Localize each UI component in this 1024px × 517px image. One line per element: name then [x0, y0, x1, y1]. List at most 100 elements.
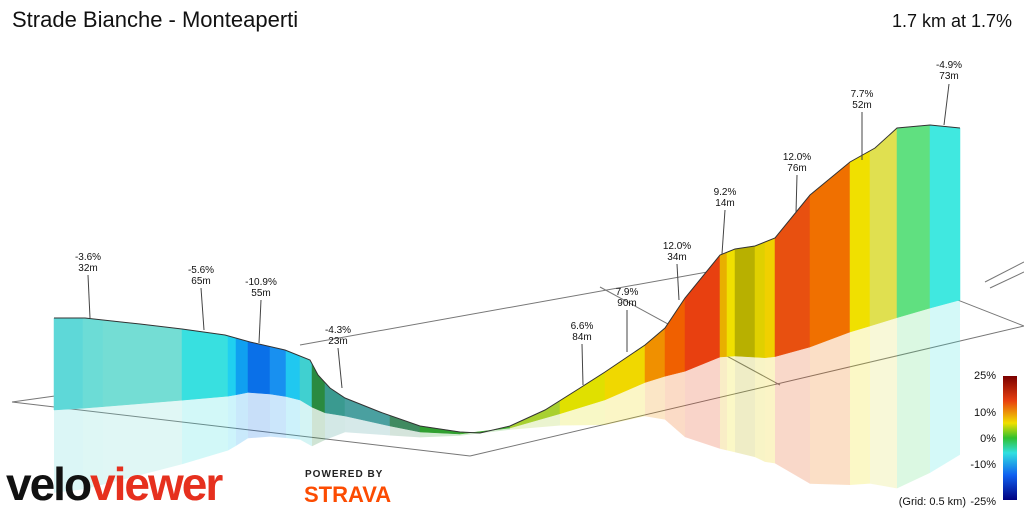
profile-edge [54, 124, 961, 434]
profile-slice [664, 297, 686, 377]
annotation-leader [337, 347, 343, 389]
annotation-leader [795, 174, 798, 214]
annotations: -3.6%32m -5.6%65m -10.9%55m -4.3%23m 6.6%84m… [75, 60, 962, 389]
annotation-leader [200, 287, 205, 331]
powered-by: POWERED BY [305, 469, 383, 480]
profile-slice [719, 251, 728, 358]
annotation-length: 23m [328, 336, 347, 347]
reflection-slice [236, 392, 248, 446]
reflection-slice [300, 400, 312, 447]
annotation-length: 34m [667, 252, 686, 263]
profile-slice [227, 335, 237, 397]
reflection-slice [312, 407, 325, 447]
profile-slice [869, 127, 898, 327]
profile-slice [247, 341, 271, 395]
logo-velo: velo [6, 458, 91, 510]
reflection-slice [83, 406, 103, 490]
legend-label: 0% [980, 433, 996, 445]
reflection-slice [720, 356, 727, 451]
profile-slice [929, 124, 961, 309]
annotation-grade: 6.6% [571, 321, 594, 332]
profile-slice [299, 355, 313, 408]
annotation-length: 73m [939, 71, 958, 82]
annotation-leader [676, 263, 680, 301]
legend-label: 10% [974, 407, 996, 419]
elevation-profile [53, 124, 961, 435]
annotation-grade: -3.6% [75, 252, 101, 263]
annotation-grade: 9.2% [714, 187, 737, 198]
reflection-slice [765, 356, 775, 464]
annotation-length: 65m [191, 276, 210, 287]
profile-slice [82, 317, 104, 409]
profile-slice [726, 248, 736, 357]
logo: veloviewer [6, 458, 223, 510]
annotation-grade: -4.9% [936, 60, 962, 71]
reflection-slice [850, 326, 870, 485]
strava-logo: STRAVA [304, 482, 391, 507]
reflection-slice [54, 408, 83, 493]
reflection-slice [870, 317, 897, 489]
profile-slice [764, 237, 776, 358]
title: Strade Bianche - Monteaperti [12, 7, 298, 32]
annotation-grade: 7.9% [616, 287, 639, 298]
legend-label: 25% [974, 370, 996, 382]
annotation-length: 84m [572, 332, 591, 343]
legend-label: -25% [970, 496, 996, 508]
reflection-slice [735, 356, 755, 458]
reflection-slice [685, 357, 720, 449]
annotation-leader [258, 299, 262, 344]
reflection-slice [390, 426, 420, 438]
reflection [54, 300, 960, 493]
profile-slice [734, 245, 756, 358]
annotation-length: 52m [852, 100, 871, 111]
reflection-slice [228, 394, 236, 451]
profile-slice [269, 346, 287, 397]
annotation-grade: 12.0% [783, 152, 811, 163]
annotation-length: 90m [617, 298, 636, 309]
annotation-length: 55m [251, 288, 270, 299]
reflection-slice [810, 332, 850, 485]
profile-slice [311, 363, 326, 414]
colorbar [1003, 376, 1017, 500]
profile-slice [102, 319, 183, 407]
reflection-slice [182, 396, 228, 465]
reflection-slice [286, 396, 300, 440]
reflection-slice [248, 392, 270, 439]
legend-label: -10% [970, 459, 996, 471]
reflection-slice [270, 394, 286, 438]
grid-note: (Grid: 0.5 km) [899, 496, 966, 508]
profile-slice [53, 317, 84, 411]
profile-slice [754, 241, 766, 358]
profile-slice [849, 150, 871, 333]
annotation-leader [943, 83, 950, 126]
annotation-grade: -4.3% [325, 325, 351, 336]
reflection-slice [727, 356, 735, 453]
annotation-leader [87, 274, 91, 319]
annotation-length: 76m [787, 163, 806, 174]
reflection-slice [420, 432, 460, 438]
annotation-grade: 12.0% [663, 241, 691, 252]
profile-slice [774, 194, 811, 357]
reflection-slice [645, 376, 665, 420]
profile-slice [181, 328, 229, 401]
reflection-slice [665, 371, 685, 438]
annotation-grade: 7.7% [851, 89, 874, 100]
annotation-length: 32m [78, 263, 97, 274]
logo-viewer: viewer [90, 458, 223, 510]
reflection-slice [103, 400, 182, 485]
reflection-slice [510, 413, 560, 430]
legend: 25% 10% 0% -10% -25% [970, 370, 996, 508]
reflection-slice [930, 300, 960, 473]
reflection-slice [345, 416, 390, 436]
annotation-grade: -10.9% [245, 277, 277, 288]
annotation-leader [721, 209, 726, 255]
annotation-length: 14m [715, 198, 734, 209]
profile-slice [896, 124, 931, 318]
reflection-slice [755, 357, 765, 462]
summary: 1.7 km at 1.7% [892, 11, 1012, 31]
reflection-slice [605, 382, 645, 425]
annotation-leader [581, 343, 584, 386]
profile-slice [235, 337, 249, 396]
annotation-grade: -5.6% [188, 265, 214, 276]
